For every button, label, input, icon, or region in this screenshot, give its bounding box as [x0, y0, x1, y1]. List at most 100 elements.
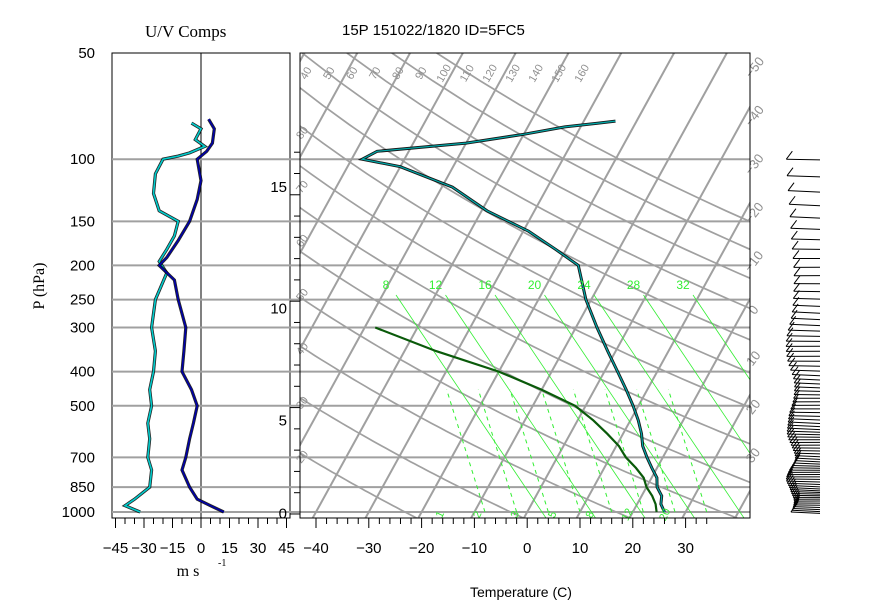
wind-barb	[793, 378, 821, 381]
wind-barb-flag	[786, 422, 794, 432]
wind-barb-flag	[790, 230, 798, 240]
dry-adiabat-label: 50	[321, 65, 338, 82]
wind-barb	[787, 430, 821, 433]
wind-barb	[789, 203, 821, 207]
uv-x-tick-label: 30	[250, 540, 267, 557]
wind-barb-flag	[787, 321, 795, 331]
wind-barb	[795, 457, 821, 460]
pressure-tick-label: 500	[70, 398, 95, 415]
isotherm-line	[470, 53, 728, 518]
wind-barb-flag	[793, 382, 801, 392]
wind-barb	[794, 460, 821, 463]
dry-adiabat-line	[346, 53, 750, 280]
wind-barb-flag	[793, 492, 801, 502]
wind-barb-flag	[791, 303, 799, 313]
wind-barb-flag	[793, 386, 801, 395]
uv-x-tick-label: −45	[103, 540, 128, 557]
wind-barb-flag	[793, 370, 800, 380]
wind-barbs	[785, 150, 821, 514]
wind-barb	[788, 415, 821, 417]
wind-barb-flag	[790, 309, 798, 319]
mixing-ratio-line	[445, 294, 596, 518]
wind-barb-flag	[791, 487, 799, 496]
isotherm-line	[575, 200, 750, 518]
wind-barb-flag	[793, 259, 801, 268]
wind-barb	[787, 424, 821, 428]
skewt-chart-title: 15P 151022/1820 ID=5FC5	[342, 22, 525, 39]
mixing-ratio-line	[544, 294, 695, 518]
uv-x-tick-label: −15	[160, 540, 185, 557]
dry-adiabat-line	[300, 250, 750, 484]
wind-barb	[789, 216, 821, 219]
wind-barb-flag	[789, 481, 797, 490]
wind-barb-flag	[786, 472, 793, 482]
skewt-frame	[299, 52, 751, 519]
wind-barb-flag	[790, 503, 798, 513]
wind-barb-flag	[791, 240, 799, 250]
uv-x-tick-label: 0	[197, 540, 205, 557]
mixing-ratio-bottom-label: 20	[657, 507, 673, 523]
wind-barb-flag	[786, 419, 794, 429]
wind-barb	[789, 323, 821, 327]
pressure-tick-label: 150	[70, 213, 95, 230]
dry-adiabat-line	[300, 345, 633, 518]
temperature-tick-label: −30	[356, 540, 381, 557]
wind-barb	[794, 382, 821, 385]
isotherm-line	[0, 13, 115, 518]
temperature-profile	[360, 120, 666, 513]
wind-barb-flag	[793, 282, 801, 292]
dewpoint-profile	[374, 326, 658, 513]
wind-barb	[794, 386, 821, 389]
isotherm-label: −40	[742, 102, 767, 129]
dry-adiabat-line	[300, 86, 750, 341]
height-tick-label: 5	[279, 412, 287, 429]
wind-barb-flag	[787, 464, 795, 473]
isotherm-line	[300, 53, 359, 160]
wind-barb	[792, 509, 821, 513]
pressure-axis-label: P (hPa)	[31, 263, 48, 310]
mixing-ratio-line	[494, 294, 646, 518]
wind-barb-flag	[788, 357, 796, 366]
wind-barb-flag	[788, 431, 796, 441]
saturated-adiabat-line	[509, 389, 549, 513]
uv-x-tick-label: 15	[221, 540, 238, 557]
wind-barb-flag	[792, 442, 800, 451]
wind-barb-flag	[792, 498, 800, 507]
wind-barb	[793, 506, 821, 508]
dry-adiabat-label: 80	[390, 65, 407, 82]
isotherm-line	[311, 53, 570, 518]
saturated-adiabat-line	[446, 389, 486, 513]
wind-barb	[787, 427, 821, 431]
height-tick-label: 0	[279, 506, 287, 523]
skewt-profiles	[357, 119, 666, 513]
uv-chart-title: U/V Comps	[145, 22, 227, 41]
height-tick-label: 10	[270, 301, 287, 318]
dry-adiabat-label: 70	[367, 65, 384, 82]
uv-x-axis-label: m s	[177, 563, 200, 580]
uv-series-v	[158, 118, 225, 513]
isotherm-left-label: 30	[294, 395, 311, 412]
saturated-adiabat-line	[604, 389, 644, 513]
dry-adiabat-line	[300, 452, 419, 518]
mixing-ratio-label: 24	[577, 278, 591, 292]
isotherm-left-label: 20	[294, 449, 311, 466]
isotherm-line	[300, 53, 464, 352]
wind-barb	[792, 507, 821, 511]
dry-adiabat-label: 130	[504, 63, 524, 85]
mixing-ratio-bottom-label: 2	[471, 509, 484, 520]
wind-barb	[791, 317, 821, 321]
mixing-ratio-line	[593, 294, 745, 518]
saturated-adiabat-line	[541, 389, 581, 513]
uv-x-axis-exponent: -1	[218, 558, 226, 569]
isotherm-line	[0, 13, 168, 518]
dry-adiabat-label: 110	[458, 63, 477, 84]
isotherm-line	[0, 13, 62, 518]
dry-adiabat-label: 140	[527, 63, 547, 85]
dry-adiabat-line	[436, 53, 750, 223]
pressure-tick-label: 300	[70, 320, 95, 337]
isotherm-line	[628, 296, 750, 518]
wind-barb-flag	[789, 208, 797, 218]
wind-barb	[788, 190, 821, 193]
